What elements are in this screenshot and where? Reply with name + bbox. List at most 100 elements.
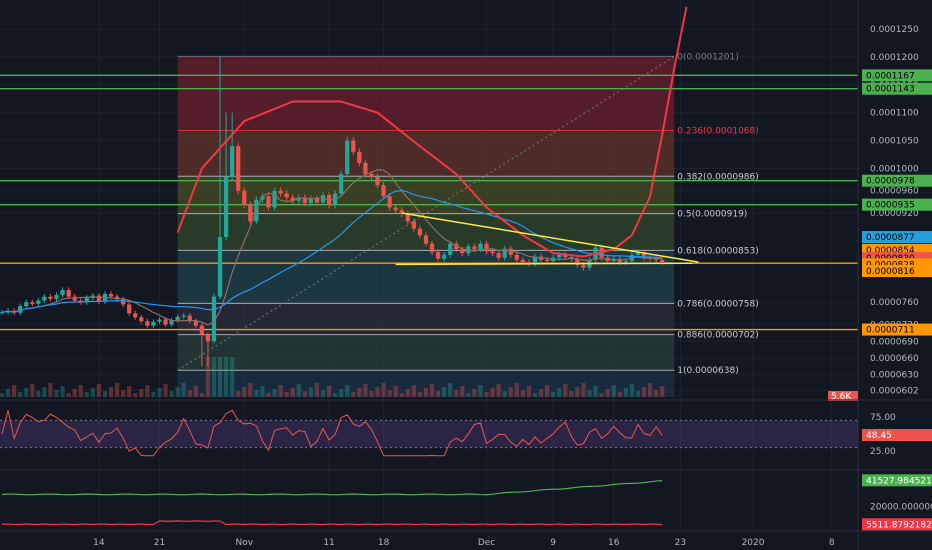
candle-body: [484, 243, 489, 252]
volume-bar: [363, 384, 368, 397]
volume-bar: [502, 391, 507, 397]
volume-bar: [60, 386, 65, 397]
volume-bar: [248, 383, 253, 397]
time-axis[interactable]: 14 21 Nov 11 18 Dec 9 16 23 2020 8: [0, 530, 932, 548]
candle-body: [557, 254, 562, 258]
volume-bar: [635, 391, 641, 397]
volume-tag-label: 5.6K: [831, 392, 852, 402]
volume-bar: [393, 386, 398, 397]
trendlines[interactable]: [395, 212, 699, 266]
volume-bar: [284, 392, 289, 397]
volume-bar: [11, 385, 17, 397]
volume-bar: [387, 390, 392, 397]
indicator-value-label: 41527.9845217: [866, 476, 932, 486]
volume-bar: [411, 385, 416, 397]
volume-bar: [442, 387, 447, 397]
price-tick-label: 0.0001050: [870, 137, 919, 147]
candle-body: [569, 257, 574, 259]
volume-bar: [423, 388, 429, 397]
candle-body: [199, 325, 204, 335]
volume-bar: [538, 389, 544, 397]
ma-short-line: [1, 169, 663, 326]
indicator-value-label: 5511.8792182: [866, 520, 932, 530]
rsi-band: [0, 420, 858, 448]
candle-body: [351, 140, 356, 152]
volume-bar: [54, 390, 59, 397]
fib-zone: [177, 56, 675, 131]
candle-body: [30, 302, 35, 304]
candle-body: [526, 262, 532, 264]
indicator-tick-label: 20000.0000000: [870, 503, 932, 513]
volume-bar: [490, 388, 495, 397]
candle-body: [66, 289, 71, 297]
price-tag-label: 0.0000816: [866, 267, 915, 277]
volume-bar: [72, 389, 77, 397]
candle-body: [278, 190, 283, 194]
time-tick-label: 9: [550, 538, 556, 548]
candle-body: [381, 185, 386, 197]
volume-bar: [78, 385, 83, 397]
volume-bar: [569, 391, 574, 397]
volume-bar: [30, 384, 35, 397]
rsi-tick-label: 75.00: [870, 413, 896, 423]
rsi-tick-label: 25.00: [870, 447, 896, 457]
volume-bar: [90, 388, 95, 397]
volume-bar: [460, 386, 465, 397]
volume-bar: [193, 386, 198, 397]
volume-bar: [466, 393, 471, 397]
volume-bar: [108, 387, 114, 397]
volume-bars: [0, 357, 665, 397]
volume-bar: [236, 391, 241, 397]
volume-bar: [326, 386, 332, 397]
fib-level-label: 1(0.0000638): [677, 366, 738, 376]
candle-body: [363, 162, 368, 175]
volume-bar: [381, 383, 386, 397]
volume-bar: [114, 383, 120, 397]
volume-bar: [532, 393, 538, 397]
volume-bar: [520, 390, 525, 397]
volume-bar: [417, 392, 423, 397]
candle-body: [296, 197, 301, 201]
fib-level-label: 0.5(0.0000919): [677, 210, 747, 220]
candle-body: [211, 296, 217, 342]
volume-bar: [242, 387, 247, 397]
price-tick-label: 0.0000602: [870, 386, 919, 396]
candle-body: [393, 207, 398, 211]
candle-body: [460, 249, 465, 254]
candle-body: [145, 321, 150, 326]
volume-bar: [163, 384, 168, 397]
time-tick-label: 8: [829, 538, 835, 548]
volume-bar: [139, 389, 144, 397]
candle-body: [375, 176, 380, 186]
volume-bar: [145, 385, 150, 397]
price-tag-label: 0.0000877: [866, 233, 915, 243]
trendline: [401, 212, 699, 263]
volume-bar: [181, 383, 186, 397]
volume-bar: [448, 383, 453, 397]
indicator-panel[interactable]: 20000.0000000 41527.9845217 5511.8792182: [0, 469, 932, 531]
candle-body: [654, 258, 659, 260]
candle-body: [302, 197, 307, 204]
price-tag-label: 0.0000978: [866, 177, 915, 187]
candle-body: [236, 146, 241, 191]
candle-body: [205, 334, 211, 342]
price-tick-label: 0.0001200: [870, 53, 919, 63]
candle-body: [139, 317, 144, 322]
volume-bar: [654, 390, 659, 397]
rsi-panel[interactable]: 75.00 25.00 48.45: [0, 399, 932, 457]
candle-body: [230, 146, 235, 177]
candle-body: [472, 246, 477, 250]
volume-bar: [623, 388, 628, 397]
volume-bar: [254, 390, 259, 397]
candle-body: [84, 297, 89, 303]
candle-body: [508, 248, 513, 255]
volume-bar: [157, 388, 162, 397]
price-tick-label: 0.0000630: [870, 371, 919, 381]
price-tick-label: 0.0000920: [870, 209, 919, 219]
candle-body: [417, 228, 423, 236]
horizontal-levels[interactable]: [0, 74, 858, 331]
volume-bar: [266, 393, 271, 397]
candle-body: [54, 294, 59, 299]
volume-bar: [508, 387, 513, 397]
